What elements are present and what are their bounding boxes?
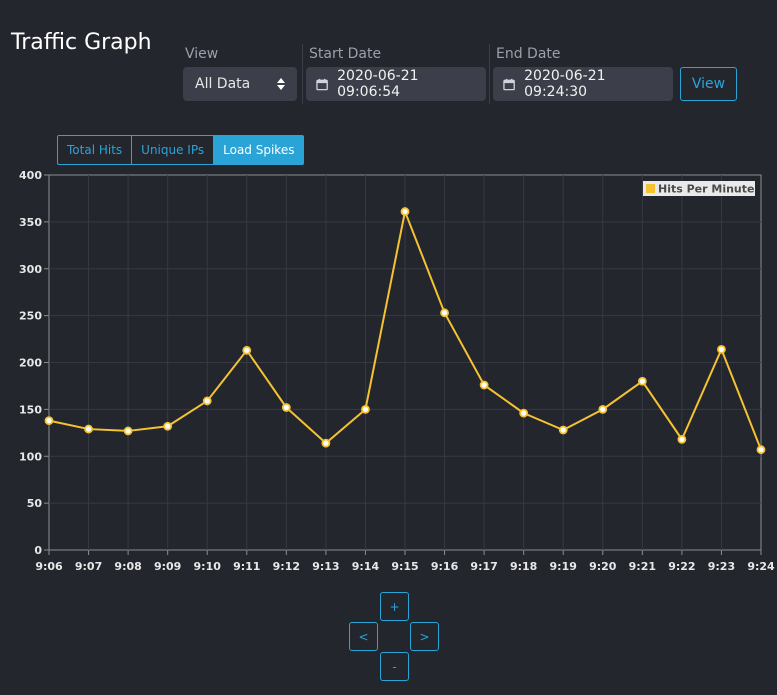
y-axis: 0 50 100 150 200 250 300 350 400 (19, 169, 49, 557)
y-tick-label: 300 (19, 263, 42, 276)
x-tick-label: 9:10 (194, 560, 222, 573)
calendar-icon (503, 78, 515, 90)
data-point[interactable] (321, 438, 331, 448)
legend-box (643, 181, 755, 196)
data-point[interactable] (163, 421, 173, 431)
tab-load-spikes[interactable]: Load Spikes (213, 135, 305, 165)
data-point[interactable] (281, 403, 291, 412)
x-tick-label: 9:19 (550, 560, 577, 573)
chart-tabs: Total Hits Unique IPs Load Spikes (57, 135, 305, 165)
start-date-field[interactable]: 2020-06-21 09:06:54 (306, 67, 486, 101)
data-point[interactable] (479, 380, 489, 390)
y-tick-label: 50 (27, 497, 43, 510)
chart-grid (49, 175, 761, 550)
data-point[interactable] (84, 424, 93, 434)
calendar-icon (316, 78, 328, 90)
end-date-field[interactable]: 2020-06-21 09:24:30 (493, 67, 673, 101)
x-tick-label: 9:12 (273, 560, 300, 573)
divider (302, 44, 303, 104)
data-point[interactable] (242, 345, 252, 355)
page-title: Traffic Graph (11, 30, 152, 55)
x-tick-label: 9:11 (233, 560, 260, 573)
end-date-label: End Date (496, 46, 561, 62)
view-label: View (185, 46, 219, 62)
legend-label: Hits Per Minute (658, 183, 755, 196)
up-down-arrows-icon (277, 78, 285, 90)
x-tick-label: 9:07 (75, 560, 102, 573)
view-select[interactable]: All Data (183, 67, 297, 101)
x-tick-label: 9:21 (629, 560, 656, 573)
pan-left-button[interactable]: < (349, 622, 378, 651)
x-tick-label: 9:24 (747, 560, 775, 573)
zoom-out-button[interactable]: - (380, 652, 409, 681)
x-tick-label: 9:09 (154, 560, 181, 573)
chart-legend: Hits Per Minute (643, 181, 755, 196)
start-date-value: 2020-06-21 09:06:54 (337, 68, 419, 100)
data-point[interactable] (519, 408, 529, 418)
x-axis: 9:06 9:07 9:08 9:09 9:10 9:11 9:12 9:13 9:14 9:15… (35, 550, 775, 573)
zoom-in-button[interactable]: + (380, 592, 409, 621)
y-tick-label: 150 (19, 403, 42, 416)
y-tick-label: 0 (34, 544, 42, 557)
divider (489, 44, 490, 104)
data-point[interactable] (756, 445, 766, 455)
data-point[interactable] (440, 308, 449, 318)
x-tick-label: 9:08 (114, 560, 141, 573)
y-tick-label: 250 (19, 310, 42, 323)
data-point[interactable] (558, 425, 568, 435)
series-hits-per-minute (44, 207, 766, 455)
data-point[interactable] (598, 404, 608, 414)
start-date-label: Start Date (309, 46, 382, 62)
x-tick-label: 9:22 (668, 560, 695, 573)
data-point[interactable] (677, 434, 687, 444)
x-tick-label: 9:20 (589, 560, 617, 573)
x-tick-label: 9:16 (431, 560, 459, 573)
data-point[interactable] (717, 344, 726, 354)
x-tick-label: 9:06 (35, 560, 63, 573)
x-tick-label: 9:18 (510, 560, 537, 573)
data-point[interactable] (202, 396, 212, 406)
y-tick-label: 200 (19, 357, 42, 370)
y-tick-label: 400 (19, 169, 42, 182)
pan-right-button[interactable]: > (410, 622, 439, 651)
data-point[interactable] (637, 376, 647, 386)
data-point[interactable] (123, 426, 133, 436)
x-tick-label: 9:15 (391, 560, 418, 573)
view-select-value: All Data (195, 76, 251, 92)
x-tick-label: 9:17 (470, 560, 497, 573)
data-point[interactable] (361, 404, 370, 414)
x-tick-label: 9:14 (352, 560, 380, 573)
view-button[interactable]: View (680, 67, 737, 101)
x-tick-label: 9:23 (708, 560, 735, 573)
data-point[interactable] (44, 416, 54, 426)
data-point[interactable] (400, 207, 410, 216)
y-tick-label: 100 (19, 450, 42, 463)
y-tick-label: 350 (19, 216, 42, 229)
x-tick-label: 9:13 (312, 560, 339, 573)
end-date-value: 2020-06-21 09:24:30 (524, 68, 606, 100)
legend-swatch (646, 184, 655, 193)
